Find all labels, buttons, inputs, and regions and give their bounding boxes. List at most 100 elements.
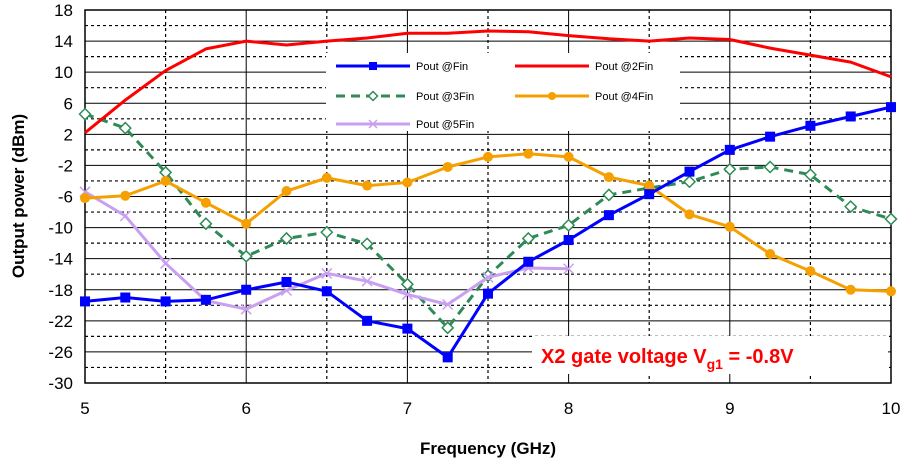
y-tick-label: 6 <box>64 94 73 113</box>
y-tick-label: -2 <box>58 156 73 175</box>
data-point <box>845 111 856 122</box>
y-axis-title: Output power (dBm) <box>9 114 28 278</box>
y-tick-label: -18 <box>48 281 73 300</box>
y-tick-label: 14 <box>54 32 73 51</box>
annotation-text: X2 gate voltage Vg1 = -0.8V <box>541 346 794 372</box>
y-tick-label: 10 <box>54 63 73 82</box>
legend-label: Pout @4Fin <box>595 91 653 103</box>
data-point <box>763 160 777 174</box>
x-tick-label: 10 <box>882 399 901 418</box>
y-tick-label: 2 <box>64 125 73 144</box>
data-point <box>199 217 213 231</box>
data-point <box>241 284 252 295</box>
legend-entry: Pout @3Fin <box>336 90 474 103</box>
data-point <box>80 296 90 307</box>
data-point <box>765 131 776 142</box>
legend-label: Pout @2Fin <box>595 61 653 73</box>
data-point <box>442 352 453 363</box>
y-tick-label: -14 <box>48 250 73 269</box>
legend-label: Pout @5Fin <box>416 119 474 131</box>
legend-entry: Pout @5Fin <box>336 119 474 131</box>
data-point <box>442 298 454 311</box>
data-point <box>78 107 92 121</box>
data-point <box>724 144 735 155</box>
data-point <box>281 276 292 287</box>
legend-entry: Pout @Fin <box>336 61 468 73</box>
data-point <box>362 315 373 326</box>
data-point <box>684 209 695 220</box>
data-point <box>548 92 556 100</box>
x-axis-title: Frequency (GHz) <box>420 439 556 458</box>
legend-entry: Pout @4Fin <box>515 91 653 103</box>
data-point <box>483 151 493 162</box>
data-point <box>483 288 493 299</box>
data-point <box>321 267 333 279</box>
legend: Pout @Fin Pout @2Fin Pout @3Fin Pout @4Fin P… <box>326 53 680 131</box>
series-pout-2fin <box>84 29 892 134</box>
data-point <box>765 249 776 260</box>
y-tick-label: -30 <box>48 374 73 393</box>
y-tick-label: -6 <box>58 188 73 207</box>
data-point <box>362 180 373 191</box>
annotation-prefix: X2 gate voltage V <box>541 346 707 368</box>
data-point <box>684 166 695 177</box>
data-point <box>368 119 378 129</box>
data-point <box>361 275 373 287</box>
data-point <box>884 212 898 226</box>
data-point <box>682 175 697 189</box>
y-tick-label: -10 <box>48 219 73 238</box>
series-pout-5fin <box>79 186 575 315</box>
data-point <box>279 231 294 246</box>
data-point <box>563 235 574 246</box>
data-point <box>644 189 655 200</box>
data-point <box>160 257 172 269</box>
data-point <box>563 151 574 162</box>
data-point <box>563 263 575 275</box>
x-tick-label: 5 <box>80 399 89 418</box>
data-point <box>200 197 211 208</box>
data-point <box>603 172 614 183</box>
data-point <box>644 180 655 191</box>
data-point <box>160 296 171 307</box>
data-point <box>401 288 413 300</box>
data-point <box>523 148 534 159</box>
data-point <box>482 271 494 283</box>
data-point <box>402 323 413 334</box>
data-point <box>723 162 737 176</box>
legend-label: Pout @3Fin <box>416 91 474 103</box>
data-point <box>119 210 131 222</box>
data-point <box>321 286 332 297</box>
data-point <box>886 102 896 113</box>
series-line <box>84 29 892 134</box>
x-tick-label: 8 <box>564 399 573 418</box>
data-point <box>120 292 131 303</box>
data-point <box>602 188 616 202</box>
data-point <box>200 294 211 305</box>
data-point <box>321 172 332 183</box>
legend-entry: Pout @2Fin <box>515 61 653 73</box>
annotation-subscript: g1 <box>707 356 724 372</box>
annotation: X2 gate voltage Vg1 = -0.8V <box>532 336 888 374</box>
y-tick-label: -26 <box>48 343 73 362</box>
data-point <box>805 120 816 131</box>
data-point <box>280 284 293 297</box>
data-point <box>562 218 576 232</box>
data-point <box>402 177 413 188</box>
annotation-suffix: = -0.8V <box>723 346 794 368</box>
data-point <box>369 62 377 70</box>
series <box>78 29 898 363</box>
data-point <box>118 121 132 135</box>
data-point <box>845 284 856 295</box>
data-point <box>442 161 453 172</box>
data-point <box>805 266 816 277</box>
y-tick-label: 18 <box>54 1 73 20</box>
data-point <box>844 200 858 214</box>
x-tick-label: 7 <box>403 399 412 418</box>
data-point <box>441 321 455 335</box>
y-tick-label: -22 <box>48 312 73 331</box>
series-pout-fin <box>80 102 896 363</box>
series-pout-4fin <box>80 148 896 297</box>
data-point <box>160 175 171 186</box>
